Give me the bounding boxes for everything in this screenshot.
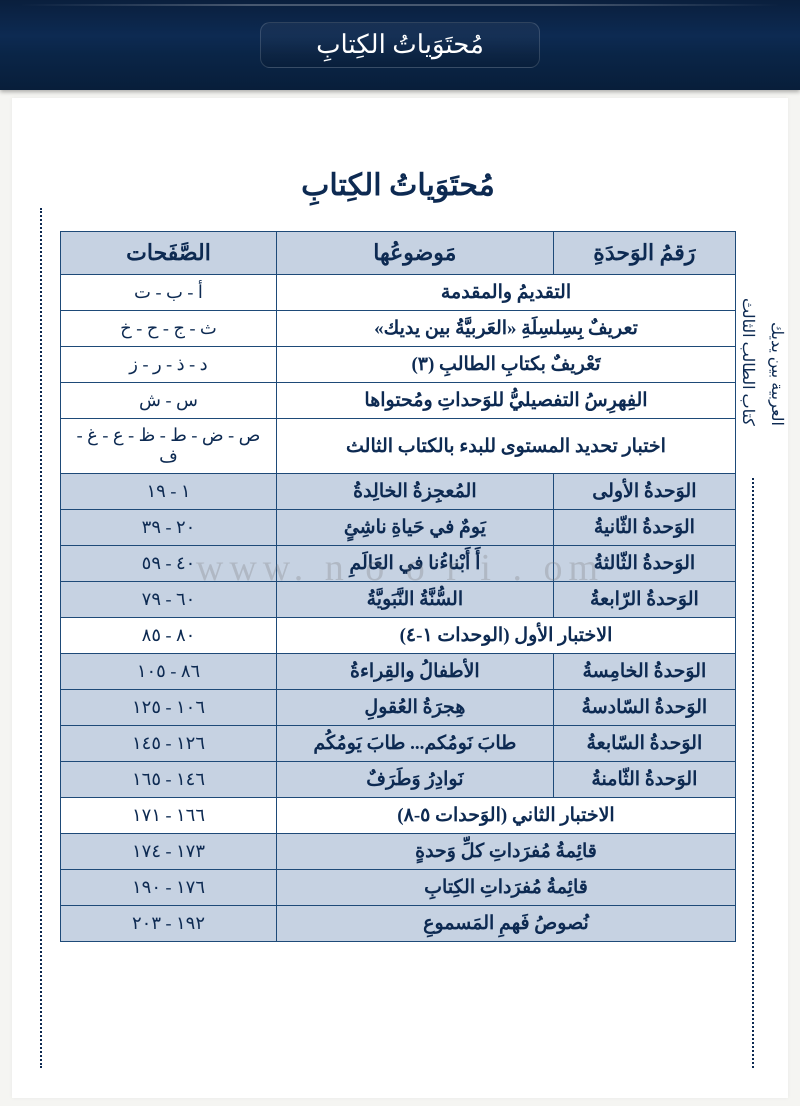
side-label-2: كتاب الطالب الثالث	[732, 298, 761, 426]
cell-topic-span: تَعْريفٌ بكتابِ الطالبِ (٣)	[277, 347, 736, 383]
cell-pages: ث - ج - ح - خ	[61, 311, 277, 347]
table-row: الفِهرِسُ التفصيليُّ للوَحداتِ ومُحتواها…	[61, 383, 736, 419]
table-row: التقديمُ والمقدمةأ - ب - ت	[61, 275, 736, 311]
cell-pages: ٤٠ - ٥٩	[61, 546, 277, 582]
header-divider	[20, 4, 780, 6]
cell-topic: هِجرَةُ العُقولِ	[277, 690, 554, 726]
page-body: العربية بين يديك كتاب الطالب الثالث مُحت…	[12, 98, 788, 1098]
table-row: الوَحدةُ الثّانيةُيَومٌ في حَياةِ ناشِئٍ…	[61, 510, 736, 546]
cell-pages: أ - ب - ت	[61, 275, 277, 311]
th-topic: مَوضوعُها	[277, 232, 554, 275]
cell-pages: ٨٠ - ٨٥	[61, 618, 277, 654]
cell-topic-span: التقديمُ والمقدمة	[277, 275, 736, 311]
cell-pages: ٢٠ - ٣٩	[61, 510, 277, 546]
cell-topic-span: تعريفٌ بِسِلسِلَةِ «العَربيَّةُ بين يديك…	[277, 311, 736, 347]
contents-table: رَقمُ الوَحدَةِ مَوضوعُها الصَّفَحات الت…	[60, 231, 736, 942]
table-row: اختبار تحديد المستوى للبدء بالكتاب الثال…	[61, 419, 736, 474]
cell-topic-span: نُصوصُ فَهمِ المَسموعِ	[277, 906, 736, 942]
side-labels: العربية بين يديك كتاب الطالب الثالث	[732, 298, 790, 454]
cell-topic-span: قائِمةُ مُفرَداتِ الكِتابِ	[277, 870, 736, 906]
cell-pages: ١٧٦ - ١٩٠	[61, 870, 277, 906]
cell-unit: الوَحدةُ الخامِسةُ	[553, 654, 735, 690]
table-row: نُصوصُ فَهمِ المَسموعِ١٩٢ - ٢٠٣	[61, 906, 736, 942]
page-title: مُحتَوَياتُ الكِتابِ	[60, 168, 736, 203]
cell-pages: ١٧٣ - ١٧٤	[61, 834, 277, 870]
table-row: تعريفٌ بِسِلسِلَةِ «العَربيَّةُ بين يديك…	[61, 311, 736, 347]
cell-pages: ١٠٦ - ١٢٥	[61, 690, 277, 726]
cell-pages: ١٩٢ - ٢٠٣	[61, 906, 277, 942]
side-label-1: العربية بين يديك	[761, 298, 790, 426]
cell-unit: الوَحدةُ الثّانيةُ	[553, 510, 735, 546]
cell-unit: الوَحدةُ الثّالثةُ	[553, 546, 735, 582]
th-unit: رَقمُ الوَحدَةِ	[553, 232, 735, 275]
cell-topic: المُعجِزةُ الخالِدةُ	[277, 474, 554, 510]
cell-pages: ١ - ١٩	[61, 474, 277, 510]
table-row: الاختبار الثاني (الوَحدات ٥-٨)١٦٦ - ١٧١	[61, 798, 736, 834]
table-row: الوَحدةُ الخامِسةُالأطفالُ والقِراءةُ٨٦ …	[61, 654, 736, 690]
cell-pages: ٦٠ - ٧٩	[61, 582, 277, 618]
th-pages: الصَّفَحات	[61, 232, 277, 275]
right-dotted-rule	[752, 478, 754, 1068]
table-row: الوَحدةُ الأولىالمُعجِزةُ الخالِدةُ١ - ١…	[61, 474, 736, 510]
table-row: قائِمةُ مُفرَداتِ كلِّ وَحدةٍ١٧٣ - ١٧٤	[61, 834, 736, 870]
cell-pages: ١٦٦ - ١٧١	[61, 798, 277, 834]
table-row: الوَحدةُ السّابعةُطابَ نَومُكم... طابَ ي…	[61, 726, 736, 762]
cell-unit: الوَحدةُ السّادسةُ	[553, 690, 735, 726]
cell-pages: د - ذ - ر - ز	[61, 347, 277, 383]
cell-topic-span: الاختبار الثاني (الوَحدات ٥-٨)	[277, 798, 736, 834]
cell-pages: ص - ض - ط - ظ - ع - غ - ف	[61, 419, 277, 474]
cell-topic-span: اختبار تحديد المستوى للبدء بالكتاب الثال…	[277, 419, 736, 474]
cell-topic: يَومٌ في حَياةِ ناشِئٍ	[277, 510, 554, 546]
cell-topic: نَوادِرُ وَطَرَفٌ	[277, 762, 554, 798]
cell-topic: السُّنَّةُ النَّبَويَّةُ	[277, 582, 554, 618]
table-row: قائِمةُ مُفرَداتِ الكِتابِ١٧٦ - ١٩٠	[61, 870, 736, 906]
cell-unit: الوَحدةُ الثّامنةُ	[553, 762, 735, 798]
cell-unit: الوَحدةُ السّابعةُ	[553, 726, 735, 762]
table-header-row: رَقمُ الوَحدَةِ مَوضوعُها الصَّفَحات	[61, 232, 736, 275]
table-row: الوَحدةُ الرّابعةُالسُّنَّةُ النَّبَويَّ…	[61, 582, 736, 618]
cell-pages: س - ش	[61, 383, 277, 419]
cell-topic: أَ أَبْناءُنا في العَالَمِ	[277, 546, 554, 582]
table-row: تَعْريفٌ بكتابِ الطالبِ (٣)د - ذ - ر - ز	[61, 347, 736, 383]
header-title-box: مُحتَوَياتُ الكِتابِ	[260, 22, 540, 68]
cell-topic-span: الفِهرِسُ التفصيليُّ للوَحداتِ ومُحتواها	[277, 383, 736, 419]
left-dotted-rule	[40, 208, 42, 1068]
table-row: الوَحدةُ الثّالثةُأَ أَبْناءُنا في العَا…	[61, 546, 736, 582]
cell-pages: ٨٦ - ١٠٥	[61, 654, 277, 690]
table-row: الوَحدةُ الثّامنةُنَوادِرُ وَطَرَفٌ١٤٦ -…	[61, 762, 736, 798]
cell-pages: ١٢٦ - ١٤٥	[61, 726, 277, 762]
cell-topic-span: الاختبار الأول (الوحدات ١-٤)	[277, 618, 736, 654]
cell-topic-span: قائِمةُ مُفرَداتِ كلِّ وَحدةٍ	[277, 834, 736, 870]
header-title: مُحتَوَياتُ الكِتابِ	[316, 30, 484, 60]
cell-unit: الوَحدةُ الأولى	[553, 474, 735, 510]
table-row: الاختبار الأول (الوحدات ١-٤)٨٠ - ٨٥	[61, 618, 736, 654]
cell-topic: طابَ نَومُكم... طابَ يَومُكُم	[277, 726, 554, 762]
table-row: الوَحدةُ السّادسةُهِجرَةُ العُقولِ١٠٦ - …	[61, 690, 736, 726]
cell-topic: الأطفالُ والقِراءةُ	[277, 654, 554, 690]
cell-unit: الوَحدةُ الرّابعةُ	[553, 582, 735, 618]
cell-pages: ١٤٦ - ١٦٥	[61, 762, 277, 798]
header-band: مُحتَوَياتُ الكِتابِ	[0, 0, 800, 90]
